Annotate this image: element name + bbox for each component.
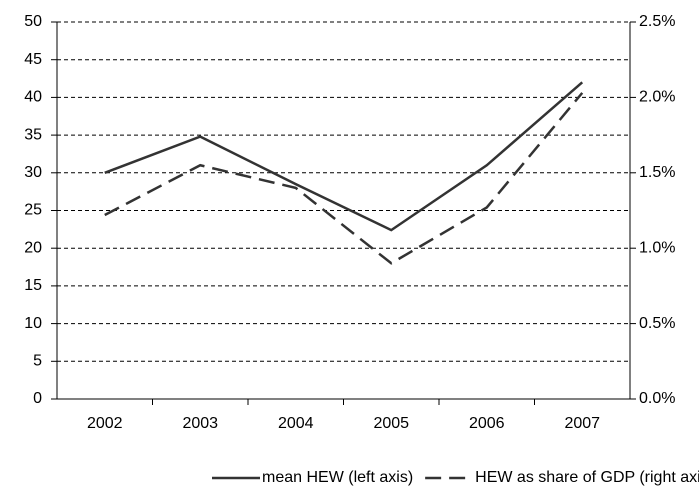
y-tick-label: 15: [24, 277, 42, 294]
y-tick-label: 35: [24, 126, 42, 143]
x-tick-label: 2002: [87, 415, 123, 432]
y-tick-label: 5: [33, 353, 42, 370]
x-tick-label: 2007: [564, 415, 600, 432]
x-tick-label: 2005: [373, 415, 409, 432]
y2-tick-label: 1.0%: [639, 239, 675, 256]
x-tick-label: 2003: [182, 415, 218, 432]
y2-tick-label: 2.5%: [639, 13, 675, 30]
y-tick-label: 20: [24, 239, 42, 256]
y2-tick-label: 1.5%: [639, 164, 675, 181]
y-tick-label: 40: [24, 89, 42, 106]
series-line: [104, 81, 584, 232]
y-tick-label: 50: [24, 13, 42, 30]
x-tick-label: 2004: [278, 415, 314, 432]
y-tick-label: 30: [24, 164, 42, 181]
y2-tick-label: 2.0%: [639, 89, 675, 106]
series-line: [104, 92, 584, 265]
legend-label: HEW as share of GDP (right axis): [475, 469, 699, 486]
y-tick-label: 0: [33, 390, 42, 407]
y-tick-label: 25: [24, 202, 42, 219]
y-tick-label: 45: [24, 51, 42, 68]
y-tick-label: 10: [24, 315, 42, 332]
y2-tick-label: 0.0%: [639, 390, 675, 407]
y2-tick-label: 0.5%: [639, 315, 675, 332]
x-tick-label: 2006: [469, 415, 505, 432]
legend-label: mean HEW (left axis): [262, 469, 413, 486]
